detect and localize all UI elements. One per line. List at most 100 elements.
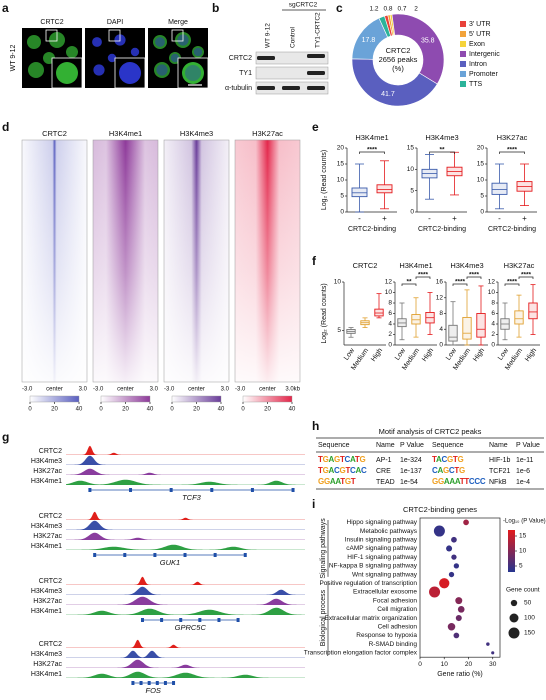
table-cell: 1e-6: [516, 468, 530, 475]
y-tick-label: Cell migration: [377, 606, 417, 613]
exon: [123, 553, 127, 557]
y-tick-label: 4: [439, 326, 443, 333]
exon: [183, 553, 187, 557]
colorbar-tick-label: 0: [99, 407, 103, 413]
significance-bracket: [415, 276, 431, 279]
track-label: H3K4me3: [31, 458, 62, 465]
x-tick-label: -: [498, 214, 501, 223]
significance-bracket: [401, 283, 417, 286]
y-tick-label: 5: [480, 193, 484, 200]
center-text: (%): [392, 64, 404, 73]
legend-label: Intron: [469, 61, 487, 68]
y-tick-label: Response to hypoxia: [356, 632, 417, 639]
y-tick-label: R-SMAD binding: [369, 641, 418, 648]
track-label: H3K27ac: [33, 661, 62, 668]
heatmap-x-label: -3.0: [235, 387, 246, 393]
group-label: Signaling pathways: [320, 518, 327, 579]
table-cell: 1e-4: [516, 479, 530, 486]
slice-label: 0.8: [383, 6, 392, 13]
x-axis-label: CRTC2-binding: [348, 226, 396, 233]
signal-track: [66, 445, 305, 455]
table-cell: TCF21: [489, 468, 511, 475]
legend-label: TTS: [469, 81, 483, 88]
y-tick-label: 0: [439, 342, 443, 349]
nucleus: [155, 37, 165, 47]
significance-label: **: [439, 147, 445, 154]
y-tick-label: 16: [436, 279, 444, 286]
exon: [210, 488, 214, 492]
legend-label: Intergenic: [469, 51, 500, 58]
legend-label: Promoter: [469, 71, 498, 78]
panel-letter: f: [312, 254, 317, 268]
blot-row-label: α-tubulin: [225, 85, 252, 92]
legend-label: Exon: [469, 41, 485, 48]
signal-track: [66, 639, 305, 648]
y-tick-label: 8: [439, 310, 443, 317]
plot-frame: [419, 517, 501, 658]
panel-title: H3K4me3: [450, 261, 483, 270]
inset-nucleus: [185, 65, 201, 81]
panel-title: H3K4me3: [425, 133, 458, 142]
y-tick-label: Cell adhesion: [378, 623, 418, 630]
size-legend-dot: [510, 599, 518, 607]
y-tick-label: 6: [491, 310, 495, 317]
heatmap-frame: [163, 139, 230, 383]
legend-swatch: [460, 81, 466, 87]
table-header: Sequence: [318, 442, 350, 449]
dot: [463, 519, 469, 526]
motif-logo: TACGTG: [432, 455, 464, 464]
dot: [448, 571, 455, 578]
gene-name: TCF3: [182, 493, 202, 502]
band: [257, 56, 275, 60]
slice-label: 17.8: [362, 37, 376, 44]
dot: [457, 606, 465, 613]
x-tick-label: High: [421, 347, 435, 363]
y-tick-label: Positive regulation of transcription: [319, 580, 417, 587]
exon: [198, 618, 202, 622]
heatmap-title: H3K27ac: [252, 129, 283, 138]
inset-cell: [182, 62, 204, 84]
legend-swatch: [460, 61, 466, 67]
heatmap-x-label: center: [188, 387, 205, 393]
cell: [66, 46, 78, 58]
heatmap-title: H3K4me3: [180, 129, 213, 138]
inset-cell: [56, 62, 78, 84]
band: [282, 86, 300, 90]
table-cell: HIF-1b: [489, 457, 511, 464]
exon: [250, 488, 254, 492]
y-tick-label: 4: [388, 321, 392, 328]
y-tick-label: 4: [491, 321, 495, 328]
x-tick-label: -: [358, 214, 361, 223]
track-label: H3K4me3: [31, 588, 62, 595]
significance-bracket: [504, 283, 520, 286]
inset-box: [45, 29, 58, 42]
band: [307, 54, 325, 58]
motif-logo: GGAAATTCCC: [432, 477, 486, 486]
colorbar-tick-label: 0: [28, 407, 32, 413]
panel-letter: d: [2, 120, 9, 134]
panel-title: H3K27ac: [497, 133, 528, 142]
y-tick-label: 0: [480, 209, 484, 216]
dot: [451, 536, 457, 543]
legend-swatch: [460, 71, 466, 77]
center-text: CRTC2: [386, 46, 411, 55]
heatmap-title: CRTC2: [42, 129, 67, 138]
signal-track: [66, 544, 305, 550]
y-tick-label: Wnt signaling pathway: [352, 571, 418, 578]
dot: [433, 525, 445, 537]
track-label: CRTC2: [39, 448, 62, 455]
y-tick-label: 10: [385, 289, 393, 296]
y-tick-label: 0: [491, 342, 495, 349]
colorbar-label: -Log₁₀ (P Value): [503, 519, 546, 525]
slice-label: 1.2: [369, 6, 378, 13]
x-tick-label: 30: [489, 661, 497, 668]
dot: [439, 578, 450, 589]
slice-label: 35.8: [421, 37, 435, 44]
signal-track: [66, 511, 305, 520]
nucleus: [156, 64, 168, 76]
y-tick-label: Extracellular exosome: [353, 589, 417, 596]
legend-label: 5' UTR: [469, 31, 491, 38]
panel-letter: h: [312, 419, 319, 433]
exon: [213, 553, 217, 557]
